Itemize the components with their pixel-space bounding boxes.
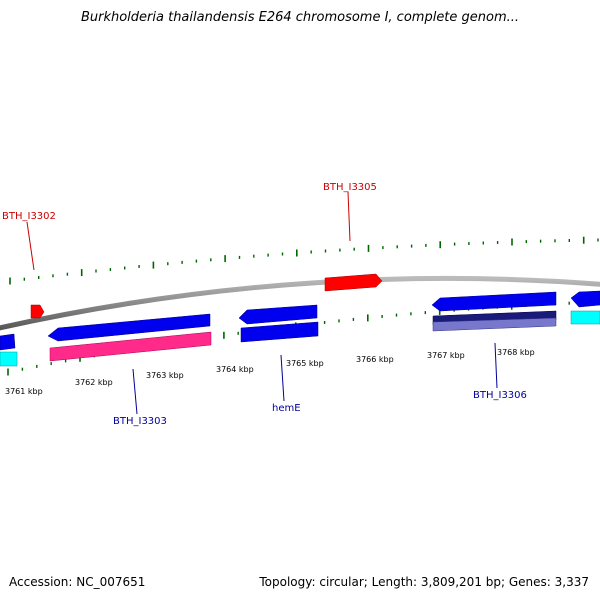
scale-label-3767: 3767 kbp [427, 351, 465, 360]
leader-line-bth-i3306 [494, 342, 498, 389]
gene-feature-bth-i3305[interactable] [324, 273, 383, 292]
gene-feature-left-edge[interactable] [0, 333, 16, 351]
scale-label-3765: 3765 kbp [286, 359, 324, 368]
chromosome-backbone [0, 275, 600, 331]
cyan-feature-right[interactable] [570, 310, 600, 325]
scale-label-3762: 3762 kbp [75, 378, 113, 387]
gene-label-hem-e[interactable]: hemE [272, 403, 301, 414]
leader-line-bth-i3305 [347, 191, 351, 242]
slate-feature-bth-i3306[interactable] [432, 317, 557, 332]
scale-label-3766: 3766 kbp [356, 355, 394, 364]
scale-label-3764: 3764 kbp [216, 365, 254, 374]
forward-tick-row [9, 236, 599, 285]
gene-label-bth-i3302[interactable]: BTH_I3302 [2, 211, 56, 222]
leader-line-hem-e [280, 354, 285, 402]
scale-label-3763: 3763 kbp [146, 371, 184, 380]
gene-feature-right-edge[interactable] [570, 290, 600, 308]
scale-label-3761: 3761 kbp [5, 387, 43, 396]
rna-feature-bth-i3303[interactable] [49, 331, 212, 362]
gene-feature-bth-i3303[interactable] [47, 313, 211, 342]
gene-feature-hem-e-2[interactable] [240, 321, 319, 343]
leader-line-bth-i3303 [132, 368, 138, 415]
gene-label-bth-i3303[interactable]: BTH_I3303 [113, 416, 167, 427]
gene-feature-bth-i3302[interactable] [30, 304, 45, 319]
gene-feature-hem-e[interactable] [238, 304, 318, 325]
accession-text: Accession: NC_007651 [9, 575, 146, 589]
leader-line-bth-i3302 [26, 221, 35, 271]
gene-feature-bth-i3306[interactable] [431, 291, 557, 312]
map-title: Burkholderia thailandensis E264 chromoso… [80, 10, 520, 25]
gene-label-bth-i3305[interactable]: BTH_I3305 [323, 182, 377, 193]
cyan-feature-left[interactable] [0, 351, 18, 367]
gene-label-bth-i3306[interactable]: BTH_I3306 [473, 390, 527, 401]
genome-summary-text: Topology: circular; Length: 3,809,201 bp… [259, 575, 589, 589]
scale-label-3768: 3768 kbp [497, 348, 535, 357]
